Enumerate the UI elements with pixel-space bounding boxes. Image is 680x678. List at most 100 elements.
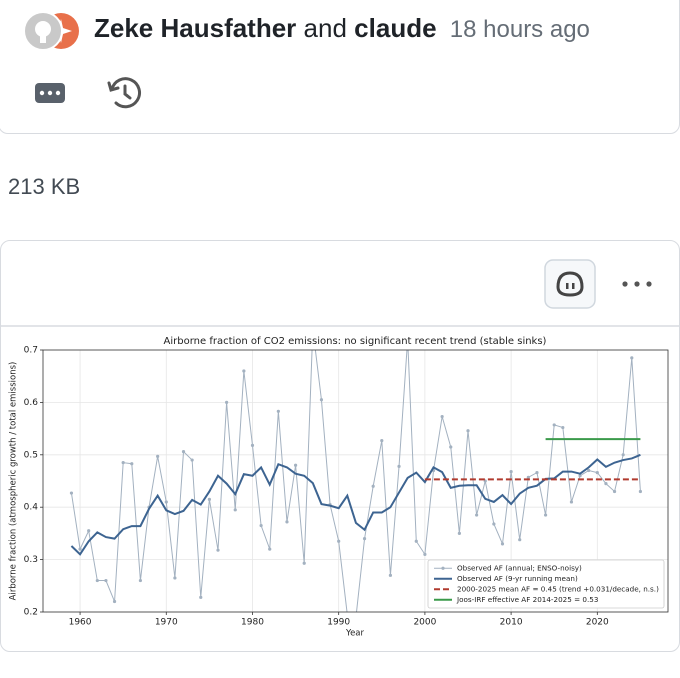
data-point <box>173 576 177 580</box>
data-point <box>250 443 255 447</box>
data-point <box>604 482 608 486</box>
x-tick-label: 2020 <box>586 618 609 628</box>
data-point <box>380 439 384 443</box>
x-tick-label: 1980 <box>241 618 264 628</box>
data-point <box>95 578 99 583</box>
data-point <box>225 400 229 404</box>
data-point <box>526 475 530 479</box>
chart: Airborne fraction of CO2 emissions: no s… <box>9 327 669 639</box>
y-tick-label: 0.3 <box>24 555 38 565</box>
data-point <box>87 529 91 533</box>
data-point <box>293 463 298 467</box>
coauthor[interactable]: claude <box>354 13 437 43</box>
copilot-icon <box>556 271 584 297</box>
data-point <box>69 491 74 495</box>
data-point <box>138 578 143 583</box>
x-tick-label: 2010 <box>500 618 523 628</box>
data-point <box>354 616 357 619</box>
x-tick-label: 1970 <box>155 618 178 628</box>
data-point <box>449 445 453 449</box>
data-point <box>630 356 634 360</box>
data-point <box>543 513 548 517</box>
conjunction: and <box>303 13 347 43</box>
plot-frame <box>42 349 669 613</box>
data-point <box>346 613 349 616</box>
file-size: 213 KB <box>8 174 81 199</box>
data-point <box>104 578 108 583</box>
y-tick-label: 0.5 <box>24 450 38 460</box>
data-point <box>492 522 496 526</box>
y-tick-label: 0.6 <box>24 398 39 408</box>
data-point <box>216 548 220 552</box>
y-tick-label: 0.2 <box>24 608 38 618</box>
data-point <box>621 453 625 457</box>
data-point <box>578 474 582 478</box>
data-point <box>518 538 522 542</box>
data-point <box>388 573 393 577</box>
data-point <box>319 398 324 402</box>
data-point <box>475 513 479 517</box>
data-point <box>190 458 194 462</box>
legend-label: 2000-2025 mean AF = 0.45 (trend +0.031/d… <box>457 584 659 593</box>
x-tick-label: 1960 <box>69 618 92 628</box>
octocat-tail <box>40 35 46 43</box>
timestamp: 18 hours ago <box>449 16 590 43</box>
legend-box <box>427 559 665 609</box>
data-point <box>285 520 289 524</box>
copilot-eye <box>566 283 569 289</box>
dot <box>39 90 45 96</box>
dot <box>55 90 61 96</box>
octocat <box>35 21 51 37</box>
data-point <box>207 497 211 501</box>
plot-area <box>69 327 643 619</box>
data-point <box>78 547 82 551</box>
data-point <box>414 539 418 543</box>
data-point <box>130 462 134 466</box>
data-point <box>337 539 341 543</box>
data-point <box>112 599 117 604</box>
data-point <box>509 469 513 474</box>
data-point <box>302 561 306 565</box>
data-point <box>242 369 246 373</box>
copilot-button[interactable] <box>544 259 596 309</box>
data-point <box>311 327 314 330</box>
y-tick-label: 0.4 <box>24 503 39 513</box>
copilot-eye <box>572 283 575 289</box>
data-point <box>638 489 643 494</box>
data-point <box>276 409 280 413</box>
legend-label: Joos-IRF effective AF 2014-2025 = 0.53 <box>456 595 598 604</box>
data-point <box>535 471 539 475</box>
file-menu[interactable] <box>622 281 652 287</box>
data-point <box>268 547 272 551</box>
data-point <box>500 542 505 546</box>
y-tick-label: 0.7 <box>24 346 38 356</box>
data-point <box>561 425 565 430</box>
data-point <box>457 531 461 535</box>
dot <box>47 90 53 96</box>
series-line <box>70 453 641 556</box>
data-point <box>233 508 237 512</box>
data-point <box>595 471 599 475</box>
data-point <box>552 423 556 427</box>
data-point <box>121 461 125 465</box>
data-point <box>371 484 375 488</box>
author[interactable]: Zeke Hausfather <box>94 13 297 43</box>
data-point <box>587 468 591 473</box>
legend-marker <box>441 566 445 570</box>
legend-label: Observed AF (annual; ENSO-noisy) <box>457 563 582 572</box>
data-point <box>397 464 401 468</box>
data-point <box>569 500 574 504</box>
data-point <box>181 450 186 454</box>
data-point <box>199 595 203 599</box>
commit-card: Zeke Hausfather and claude 18 hours ago <box>0 0 680 134</box>
header-icons <box>23 11 141 109</box>
history-icon[interactable] <box>107 77 141 109</box>
data-point <box>362 537 367 541</box>
x-tick-label: 2000 <box>413 618 436 628</box>
x-tick-label: 1990 <box>327 618 350 628</box>
commit-authors: Zeke Hausfather and claude 18 hours ago <box>94 13 590 44</box>
legend-label: Observed AF (9-yr running mean) <box>457 574 578 583</box>
data-point <box>440 414 444 419</box>
data-point <box>423 552 427 556</box>
